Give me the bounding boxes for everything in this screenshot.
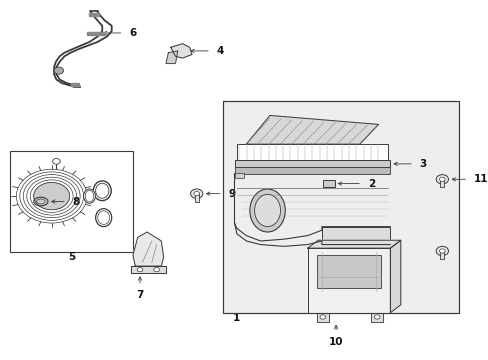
Polygon shape xyxy=(307,248,389,313)
Polygon shape xyxy=(89,13,99,16)
Circle shape xyxy=(435,175,447,184)
Circle shape xyxy=(439,249,444,253)
Polygon shape xyxy=(86,32,104,35)
Text: 10: 10 xyxy=(328,337,343,347)
Text: 11: 11 xyxy=(473,174,488,184)
Circle shape xyxy=(54,67,63,74)
Bar xyxy=(321,226,389,244)
Bar xyxy=(222,101,458,313)
Polygon shape xyxy=(317,313,328,321)
Polygon shape xyxy=(170,44,192,58)
Text: 1: 1 xyxy=(233,313,240,323)
Bar xyxy=(222,101,458,313)
Polygon shape xyxy=(371,313,383,321)
Bar xyxy=(234,167,389,174)
Circle shape xyxy=(193,192,199,196)
Ellipse shape xyxy=(254,194,280,226)
Text: 2: 2 xyxy=(367,179,374,189)
Circle shape xyxy=(435,246,447,256)
Circle shape xyxy=(137,267,142,272)
Bar xyxy=(234,159,389,167)
Bar xyxy=(194,194,198,202)
Circle shape xyxy=(439,177,444,181)
Polygon shape xyxy=(130,266,166,273)
Bar xyxy=(323,180,334,187)
Text: 3: 3 xyxy=(419,159,426,169)
Circle shape xyxy=(319,315,325,319)
Text: 7: 7 xyxy=(136,290,143,300)
Polygon shape xyxy=(389,240,400,313)
Circle shape xyxy=(153,267,159,272)
Text: 4: 4 xyxy=(216,46,224,56)
Circle shape xyxy=(53,158,60,164)
Bar xyxy=(10,151,133,252)
Polygon shape xyxy=(71,83,79,86)
Ellipse shape xyxy=(249,189,285,232)
Ellipse shape xyxy=(83,189,95,203)
Circle shape xyxy=(190,189,203,198)
Polygon shape xyxy=(133,232,163,266)
Polygon shape xyxy=(307,240,400,248)
Circle shape xyxy=(34,183,69,210)
Text: 5: 5 xyxy=(68,252,75,262)
Bar xyxy=(440,251,443,259)
Polygon shape xyxy=(166,51,178,63)
Text: 6: 6 xyxy=(129,28,136,38)
Bar xyxy=(440,179,443,187)
Bar xyxy=(236,144,387,160)
Text: 9: 9 xyxy=(228,189,235,199)
Bar xyxy=(317,255,380,288)
Bar xyxy=(234,173,244,178)
Text: 8: 8 xyxy=(72,197,80,207)
Polygon shape xyxy=(246,116,378,144)
Circle shape xyxy=(373,315,379,319)
